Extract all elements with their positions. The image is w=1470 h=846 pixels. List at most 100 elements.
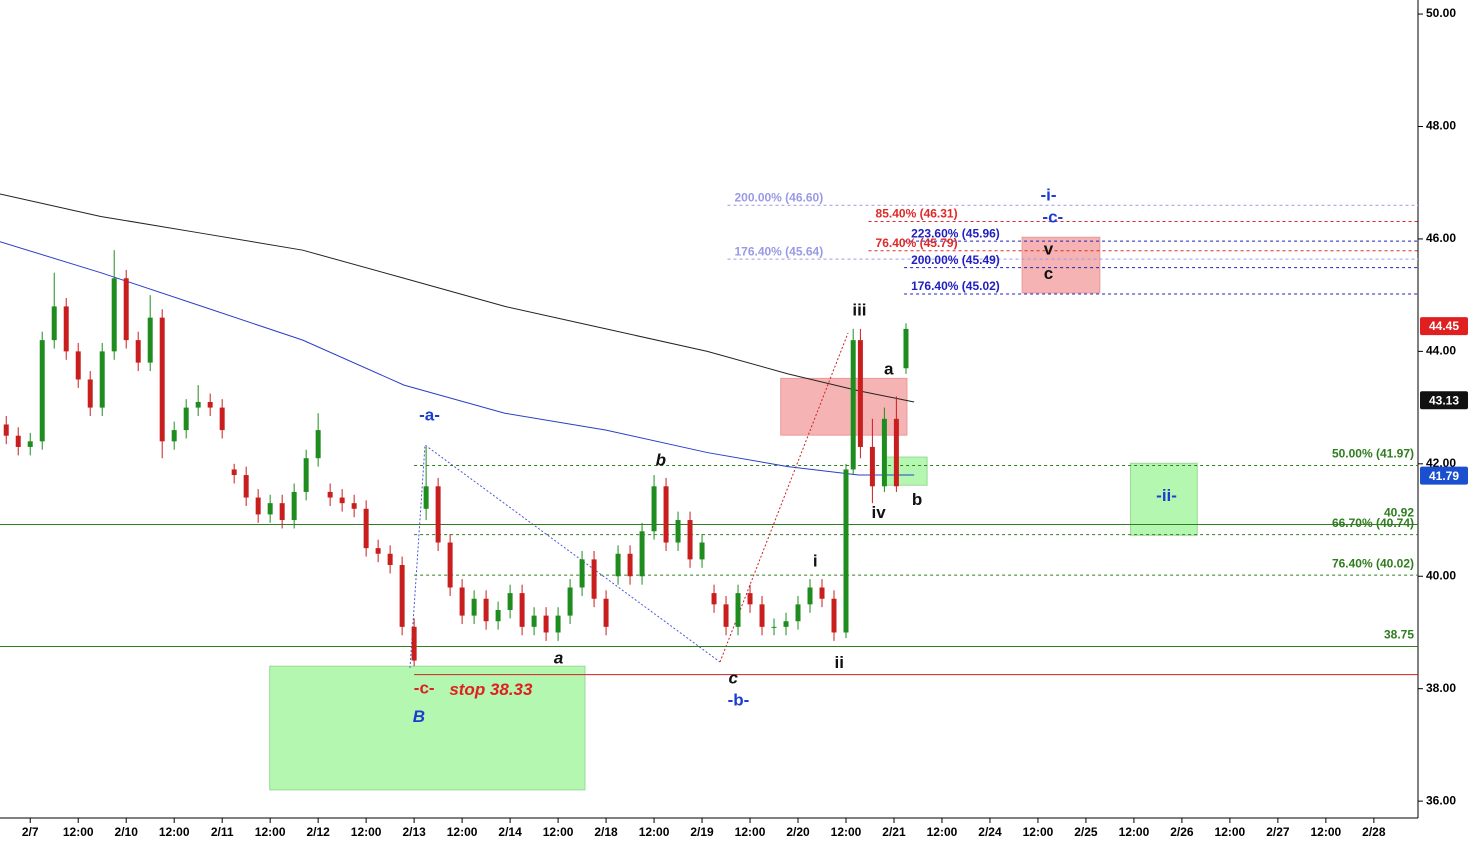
level-label: 38.75 — [1384, 628, 1414, 642]
candle-body — [903, 328, 909, 369]
x-tick-label: 2/13 — [402, 825, 426, 839]
candle-body — [555, 615, 561, 633]
moving-average — [0, 241, 915, 476]
x-tick-label: 2/12 — [306, 825, 330, 839]
y-tick-label: 50.00 — [1426, 6, 1456, 20]
candle-body — [147, 317, 153, 363]
wave-guide — [719, 332, 849, 663]
candle-body — [699, 542, 705, 560]
wave-label: -b- — [728, 691, 750, 710]
candle-body — [471, 598, 477, 616]
candle-body — [639, 531, 645, 577]
candle-body — [123, 278, 129, 341]
candle-body — [843, 469, 849, 633]
candle-body — [183, 407, 189, 431]
level-label: 85.40% (46.31) — [876, 207, 958, 221]
candle-body — [507, 593, 513, 610]
x-tick-label: 12:00 — [1119, 825, 1150, 839]
candle-body — [63, 306, 69, 352]
x-tick-label: 12:00 — [255, 825, 286, 839]
price-tag — [1420, 317, 1468, 336]
level-label: 66.70% (40.74) — [1332, 516, 1414, 530]
y-tick-label: 40.00 — [1426, 568, 1456, 582]
x-tick-label: 2/24 — [978, 825, 1002, 839]
y-tick-label: 36.00 — [1426, 793, 1456, 807]
price-tag-label: 41.79 — [1429, 469, 1459, 483]
x-tick-label: 12:00 — [1215, 825, 1246, 839]
x-tick-label: 2/26 — [1170, 825, 1194, 839]
zone — [269, 665, 586, 791]
candle-body — [881, 418, 887, 487]
candle-body — [807, 587, 813, 605]
x-tick-label: 2/7 — [22, 825, 39, 839]
level-label: 76.40% (45.79) — [876, 236, 958, 250]
candle-body — [651, 486, 657, 532]
x-tick-label: 12:00 — [927, 825, 958, 839]
x-tick-label: 2/10 — [115, 825, 139, 839]
candle-body — [111, 278, 117, 352]
x-tick-label: 2/18 — [594, 825, 618, 839]
candle-body — [459, 587, 465, 616]
x-tick-label: 12:00 — [63, 825, 94, 839]
x-tick-label: 12:00 — [1311, 825, 1342, 839]
candle-body — [267, 503, 273, 515]
wave-label: -a- — [419, 406, 440, 425]
candle-body — [687, 520, 693, 560]
x-tick-label: 2/21 — [882, 825, 906, 839]
candle-body — [711, 593, 717, 605]
candle-body — [243, 475, 249, 498]
candle-body — [15, 435, 21, 447]
candle-body — [279, 503, 285, 521]
x-tick-label: 12:00 — [831, 825, 862, 839]
x-tick-label: 12:00 — [351, 825, 382, 839]
y-tick-label: 46.00 — [1426, 231, 1456, 245]
candle-body — [603, 598, 609, 627]
candle-body — [591, 559, 597, 599]
candle-body — [327, 491, 333, 498]
candle-body — [675, 520, 681, 543]
candle-body — [543, 615, 549, 633]
candle-body — [495, 609, 501, 622]
candle-body — [447, 542, 453, 588]
candle-body — [207, 401, 213, 408]
candle-body — [483, 598, 489, 622]
level-label: 50.00% (41.97) — [1332, 447, 1414, 461]
candle-body — [75, 351, 81, 380]
candle-body — [567, 587, 573, 616]
candle-body — [231, 469, 237, 476]
candle-body — [411, 626, 417, 661]
candle-body — [857, 340, 863, 447]
candle-body — [87, 379, 93, 408]
price-tag-label: 43.13 — [1429, 393, 1459, 407]
level-label: 40.92 — [1384, 506, 1414, 520]
wave-label: iii — [852, 300, 866, 319]
candle-body — [135, 340, 141, 363]
candle-body — [363, 508, 369, 549]
x-tick-label: 2/25 — [1074, 825, 1098, 839]
x-tick-label: 2/19 — [690, 825, 714, 839]
x-tick-label: 2/20 — [786, 825, 810, 839]
wave-label: i — [813, 552, 818, 571]
wave-label: ii — [835, 653, 844, 672]
x-tick-label: 12:00 — [1023, 825, 1054, 839]
level-label: 200.00% (45.49) — [911, 253, 1000, 267]
candle-body — [39, 340, 45, 442]
candle-body — [27, 441, 33, 447]
candle-body — [579, 559, 585, 588]
price-tag — [1420, 391, 1468, 410]
candle-body — [771, 626, 777, 628]
candle-body — [759, 604, 765, 627]
moving-average — [0, 193, 915, 403]
zone — [884, 456, 928, 486]
candle-body — [99, 351, 105, 408]
wave-label: a — [884, 359, 894, 378]
candle-body — [531, 615, 537, 627]
price-tag-label: 44.45 — [1429, 319, 1459, 333]
wave-label: -ii- — [1156, 486, 1177, 505]
candle-body — [195, 401, 201, 408]
wave-label: -i- — [1040, 186, 1056, 205]
wave-label: v — [1044, 240, 1054, 259]
x-tick-label: 2/27 — [1266, 825, 1290, 839]
zone — [1021, 236, 1101, 294]
